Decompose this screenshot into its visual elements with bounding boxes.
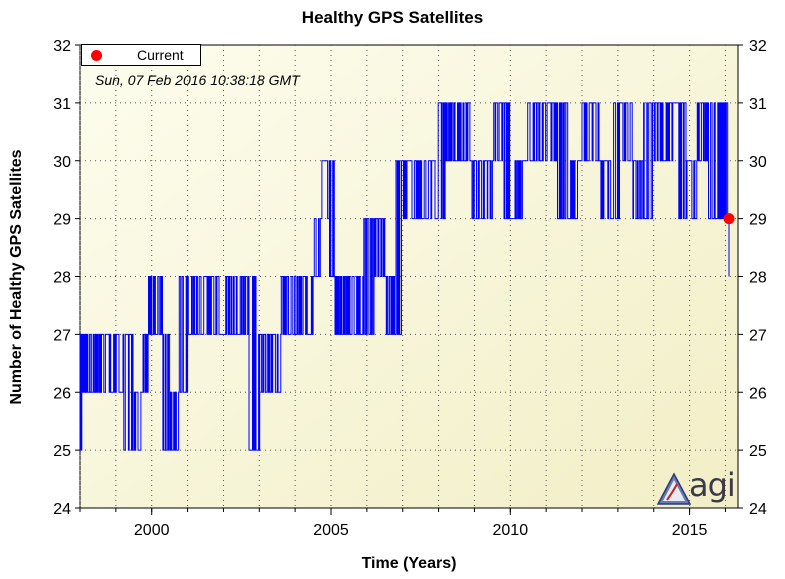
- y-tick-label-left: 31: [53, 96, 71, 113]
- y-tick-label-right: 29: [749, 212, 767, 229]
- y-tick-label-right: 24: [749, 501, 767, 518]
- agi-logo-text: agi: [689, 466, 736, 504]
- legend: Current: [81, 44, 201, 66]
- y-tick-label-right: 31: [749, 96, 767, 113]
- y-tick-label-left: 26: [53, 385, 71, 402]
- agi-logo: agi: [657, 466, 737, 506]
- y-tick-label-right: 25: [749, 443, 767, 460]
- series-line: [79, 102, 730, 451]
- y-tick-label-right: 30: [749, 154, 767, 171]
- chart-title: Healthy GPS Satellites: [301, 8, 484, 27]
- legend-marker-icon: [91, 50, 102, 61]
- agi-triangle-icon: [657, 472, 691, 505]
- x-tick-label: 2010: [493, 522, 529, 539]
- y-tick-label-right: 28: [749, 270, 767, 287]
- y-tick-label-right: 26: [749, 385, 767, 402]
- y-tick-label-left: 29: [53, 212, 71, 229]
- y-tick-label-left: 28: [53, 270, 71, 287]
- y-tick-label-right: 32: [749, 38, 767, 55]
- current-point-marker: [723, 213, 735, 225]
- timestamp: Sun, 07 Feb 2016 10:38:18 GMT: [95, 72, 300, 88]
- x-tick-label: 2000: [134, 522, 170, 539]
- y-tick-label-left: 25: [53, 443, 71, 460]
- x-tick-label: 2005: [313, 522, 349, 539]
- y-tick-label-left: 30: [53, 154, 71, 171]
- y-axis-label: Number of Healthy GPS Satellites: [8, 149, 25, 405]
- y-tick-label-left: 24: [53, 501, 71, 518]
- x-tick-label: 2015: [672, 522, 708, 539]
- legend-label: Current: [137, 47, 184, 63]
- y-tick-label-left: 27: [53, 327, 71, 344]
- x-axis-label: Time (Years): [361, 555, 457, 572]
- y-tick-label-right: 27: [749, 327, 767, 344]
- y-tick-label-left: 32: [53, 38, 71, 55]
